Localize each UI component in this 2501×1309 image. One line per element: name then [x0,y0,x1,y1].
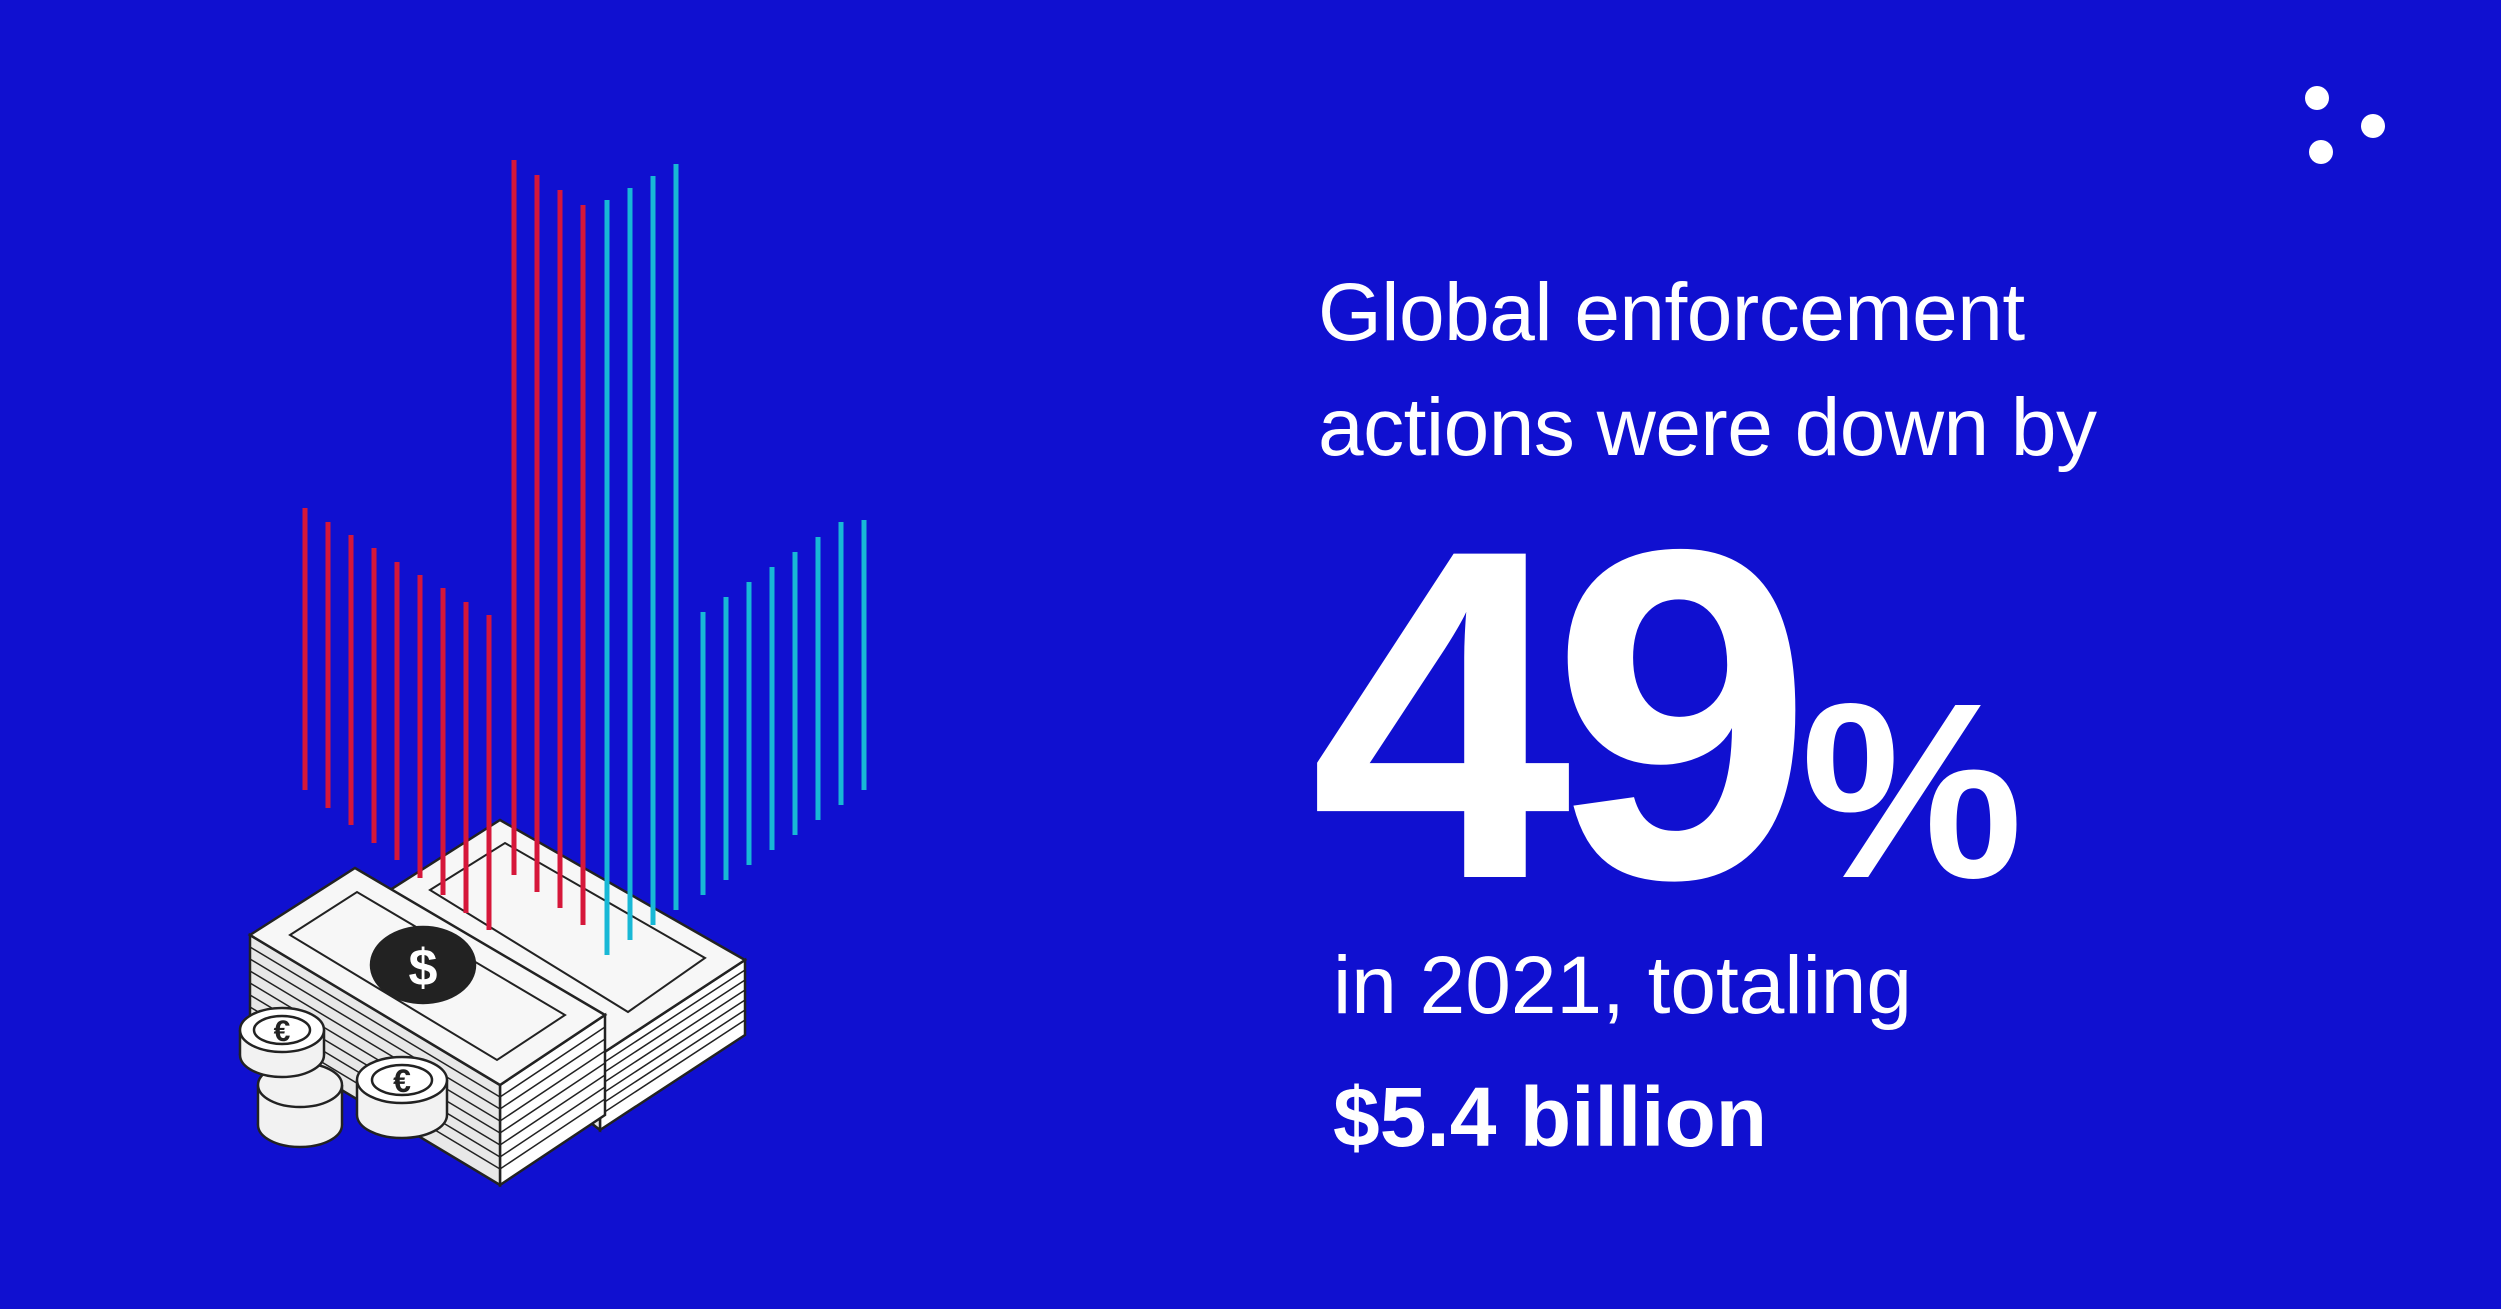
euro-sign-icon: € [274,1015,291,1048]
euro-sign-icon: € [393,1063,411,1099]
headline-line-2: actions were down by [1318,382,2097,473]
logo-dot [2361,114,2385,138]
logo-dot [2309,140,2333,164]
headline: Global enforcement actions were down by [1318,255,2097,485]
dollar-medallion [369,925,477,1005]
coin-stack-left: € [238,1006,344,1149]
declining-bars [302,160,867,955]
total-amount: $5.4 billion [1333,1070,1768,1164]
headline-line-1: Global enforcement [1318,267,2025,358]
coin-stack-right: € [355,1055,449,1140]
statistic-value: 49% [1310,480,2023,950]
percent-sign: % [1800,651,2024,930]
dollar-sign-icon: $ [409,939,438,997]
statistic-number: 49 [1310,452,1813,977]
logo-dot [2305,86,2329,110]
subtext-line: in 2021, totaling [1333,940,1913,1031]
